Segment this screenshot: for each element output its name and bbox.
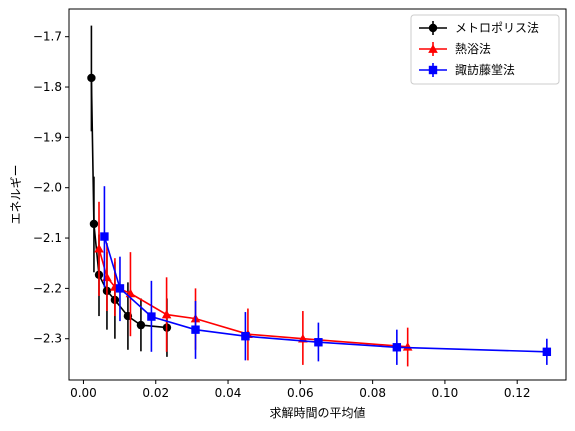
data-point: [115, 284, 125, 293]
y-tick-label: −2.1: [33, 231, 62, 245]
data-point: [241, 332, 250, 341]
y-tick-label: −2.0: [33, 181, 62, 195]
data-point: [392, 343, 402, 352]
x-tick-label: 0.12: [504, 386, 531, 400]
x-tick-label: 0.08: [359, 386, 386, 400]
x-tick-label: 0.04: [215, 386, 242, 400]
legend-box: [410, 14, 560, 85]
legend-label: 諏訪藤堂法: [455, 62, 515, 77]
x-axis-label: 求解時間の平均値: [269, 405, 365, 420]
data-point: [147, 312, 156, 321]
plot-frame: [68, 8, 567, 381]
series-layer: [87, 25, 552, 367]
legend-marker: [428, 65, 438, 75]
y-tick-label: −1.8: [33, 80, 62, 94]
data-point: [87, 73, 96, 83]
legend-entry: 諏訪藤堂法: [419, 62, 515, 77]
y-tick-label: −2.2: [33, 281, 62, 295]
x-tick-label: 0.02: [142, 386, 169, 400]
legend-entry: 熱浴法: [419, 42, 491, 56]
data-point: [136, 320, 146, 330]
data-point: [94, 243, 104, 253]
y-tick-label: −2.3: [33, 332, 62, 346]
y-axis-label: エネルギー: [9, 164, 23, 224]
legend-label: メトロポリス法: [455, 21, 539, 35]
x-tick-label: 0.06: [287, 386, 314, 400]
data-point: [100, 232, 109, 241]
y-tick-label: −1.7: [33, 30, 62, 44]
data-point: [161, 309, 172, 319]
data-point: [191, 325, 200, 334]
series-2: [100, 186, 552, 365]
series-line: [103, 236, 547, 353]
y-axis: −2.3 −2.2 −2.1 −2.0 −1.9 −1.8 −1.7: [33, 30, 69, 346]
data-point: [89, 219, 99, 229]
y-tick-label: −1.9: [33, 130, 62, 144]
data-point: [314, 338, 323, 347]
legend-marker: [428, 44, 438, 53]
x-tick-label: 0.10: [432, 386, 459, 400]
legend-marker: [428, 23, 438, 33]
x-tick-label: 0.00: [70, 386, 97, 400]
legend-label: 熱浴法: [455, 42, 491, 56]
x-axis: 0.00 0.02 0.04 0.06 0.08 0.10 0.12: [70, 380, 531, 400]
data-point: [542, 347, 552, 357]
legend-entry: メトロポリス法: [419, 21, 539, 35]
